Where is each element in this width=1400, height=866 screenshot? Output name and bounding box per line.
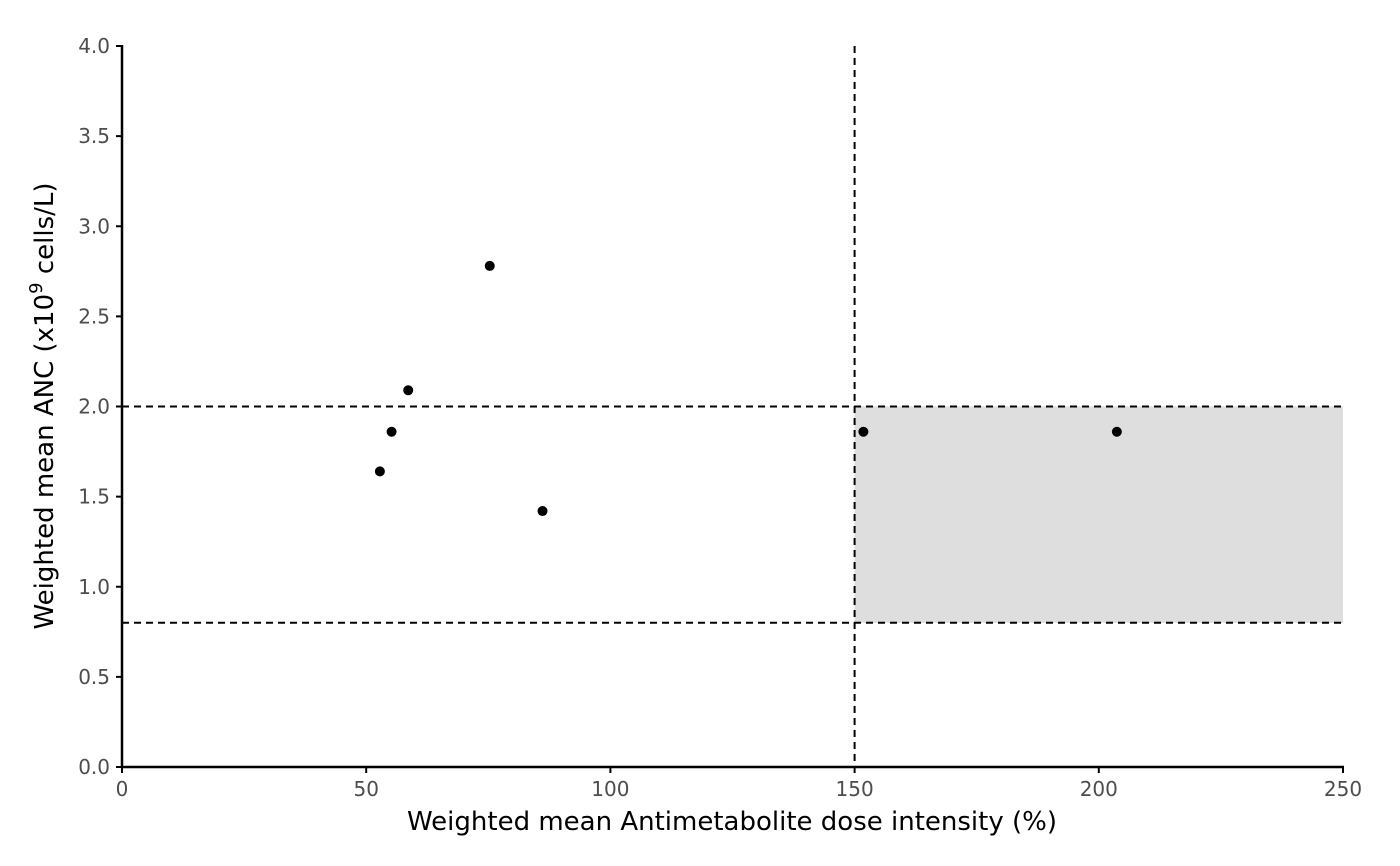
- x-tick-label: 50: [353, 777, 378, 801]
- data-point: [484, 260, 495, 271]
- y-tick-label: 1.5: [78, 485, 110, 509]
- y-tick-label: 3.0: [78, 214, 110, 238]
- data-point: [374, 466, 385, 477]
- x-tick-label: 150: [836, 777, 874, 801]
- x-tick-label: 200: [1080, 777, 1118, 801]
- y-axis-title-units: cells/L): [30, 182, 60, 282]
- x-tick-label: 100: [591, 777, 629, 801]
- x-tick-label: 0: [116, 777, 129, 801]
- axes-layer: 0.0 0.5 1.0 1.5 2.0 2.5 3.0 3.5 4.0 0 50 100 150 200 2…: [78, 34, 1362, 801]
- y-tick-label: 2.5: [78, 304, 110, 328]
- x-axis-title: Weighted mean Antimetabolite dose intens…: [407, 807, 1057, 837]
- y-tick-label: 4.0: [78, 34, 110, 58]
- y-tick-label: 1.0: [78, 575, 110, 599]
- data-point: [537, 506, 548, 517]
- target-region: [854, 406, 1343, 623]
- target-region-layer: [854, 406, 1343, 623]
- y-tick-label: 0.5: [78, 665, 110, 689]
- y-tick-label: 3.5: [78, 124, 110, 148]
- reference-lines-layer: [122, 46, 1343, 767]
- y-axis-title-superscript: 9: [26, 282, 47, 293]
- data-point: [1111, 426, 1122, 437]
- y-tick-label: 0.0: [78, 755, 110, 779]
- x-tick-label: 250: [1324, 777, 1362, 801]
- y-axis-title-main: Weighted mean ANC (x10: [30, 294, 60, 630]
- y-tick-label: 2.0: [78, 395, 110, 419]
- data-point: [858, 426, 869, 437]
- y-axis-title: Weighted mean ANC (x109 cells/L): [26, 182, 60, 629]
- data-points-layer: [374, 260, 1122, 517]
- data-point: [386, 426, 397, 437]
- data-point: [403, 385, 414, 396]
